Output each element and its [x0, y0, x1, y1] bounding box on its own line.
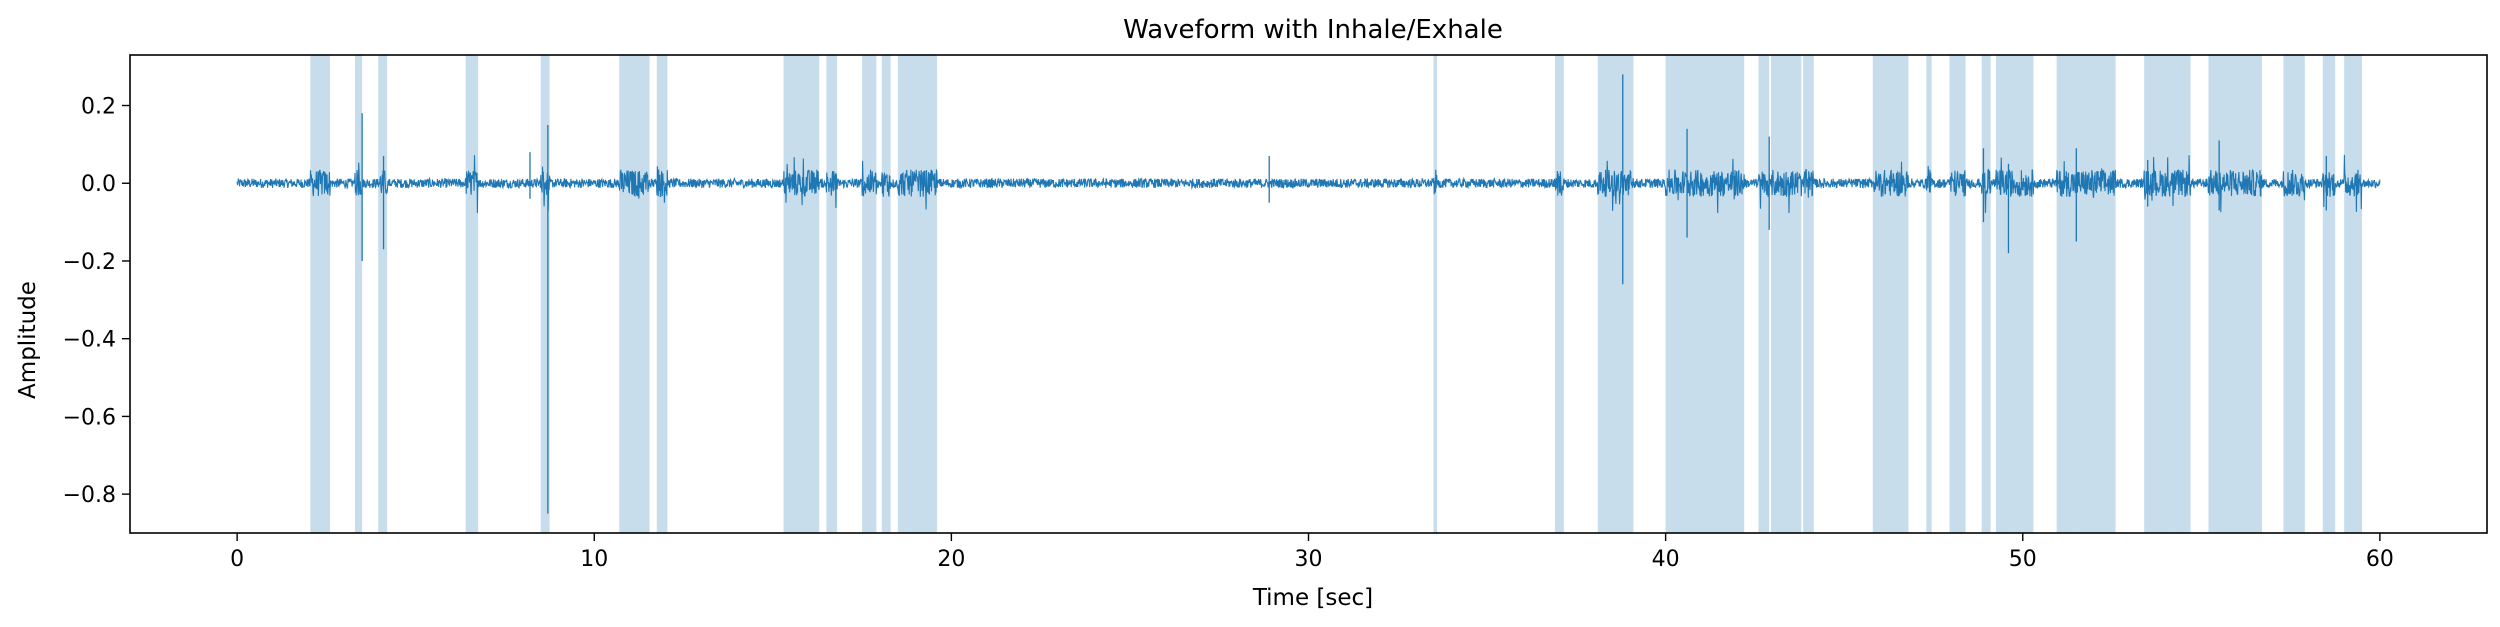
breath-span: [1981, 55, 1991, 533]
y-axis-label: Amplitude: [15, 281, 41, 399]
x-tick-label: 30: [1295, 547, 1323, 572]
y-tick-label: −0.4: [63, 328, 116, 353]
y-tick-label: −0.8: [63, 483, 116, 508]
breath-span: [1615, 55, 1634, 533]
breath-span: [1803, 55, 1814, 533]
breath-span: [1683, 55, 1745, 533]
breath-span: [310, 55, 330, 533]
breath-span: [1770, 55, 1788, 533]
waveform-layer: [236, 74, 2381, 514]
breath-span: [2283, 55, 2305, 533]
x-tick-label: 50: [2009, 547, 2037, 572]
breath-span: [1892, 55, 1909, 533]
breath-span: [2056, 55, 2080, 533]
breath-span: [619, 55, 650, 533]
x-tick-label: 10: [580, 547, 608, 572]
breath-span: [1554, 55, 1564, 533]
breath-span: [1433, 55, 1438, 533]
breath-span: [862, 55, 877, 533]
breath-span: [2172, 55, 2191, 533]
y-tick-label: −0.2: [63, 250, 116, 275]
breath-spans: [310, 55, 2363, 533]
breath-span: [656, 55, 668, 533]
breath-span: [465, 55, 479, 533]
breath-span: [1995, 55, 2011, 533]
y-tick-label: −0.6: [63, 405, 116, 430]
chart-title: Waveform with Inhale/Exhale: [1123, 15, 1503, 45]
x-tick-label: 0: [230, 547, 244, 572]
breath-span: [2144, 55, 2173, 533]
breath-span: [1926, 55, 1932, 533]
y-tick-label: 0.2: [81, 95, 116, 120]
breath-span: [2208, 55, 2238, 533]
breath-span: [1872, 55, 1893, 533]
breath-span: [1758, 55, 1770, 533]
breath-span: [1787, 55, 1802, 533]
breath-span: [783, 55, 820, 533]
breath-span: [540, 55, 550, 533]
breath-span: [378, 55, 388, 533]
breath-span: [2322, 55, 2336, 533]
breath-span: [2010, 55, 2034, 533]
breath-span: [906, 55, 938, 533]
breath-span: [826, 55, 838, 533]
breath-span: [1597, 55, 1616, 533]
breath-span: [881, 55, 891, 533]
x-axis-label: Time [sec]: [1252, 585, 1373, 611]
y-axis-ticks: 0.2 0.0 −0.2 −0.4 −0.6 −0.8: [63, 95, 130, 508]
breath-span: [897, 55, 907, 533]
waveform-line: [236, 154, 2381, 214]
breath-span: [2344, 55, 2363, 533]
breath-span: [1949, 55, 1966, 533]
breath-span: [1665, 55, 1684, 533]
breath-span: [354, 55, 363, 533]
x-tick-label: 60: [2366, 547, 2394, 572]
x-tick-label: 20: [937, 547, 965, 572]
breath-span: [2079, 55, 2116, 533]
x-tick-label: 40: [1652, 547, 1680, 572]
breath-span: [2237, 55, 2263, 533]
x-axis-ticks: 0 10 20 30 40 50 60: [230, 533, 2394, 572]
y-tick-label: 0.0: [81, 172, 116, 197]
